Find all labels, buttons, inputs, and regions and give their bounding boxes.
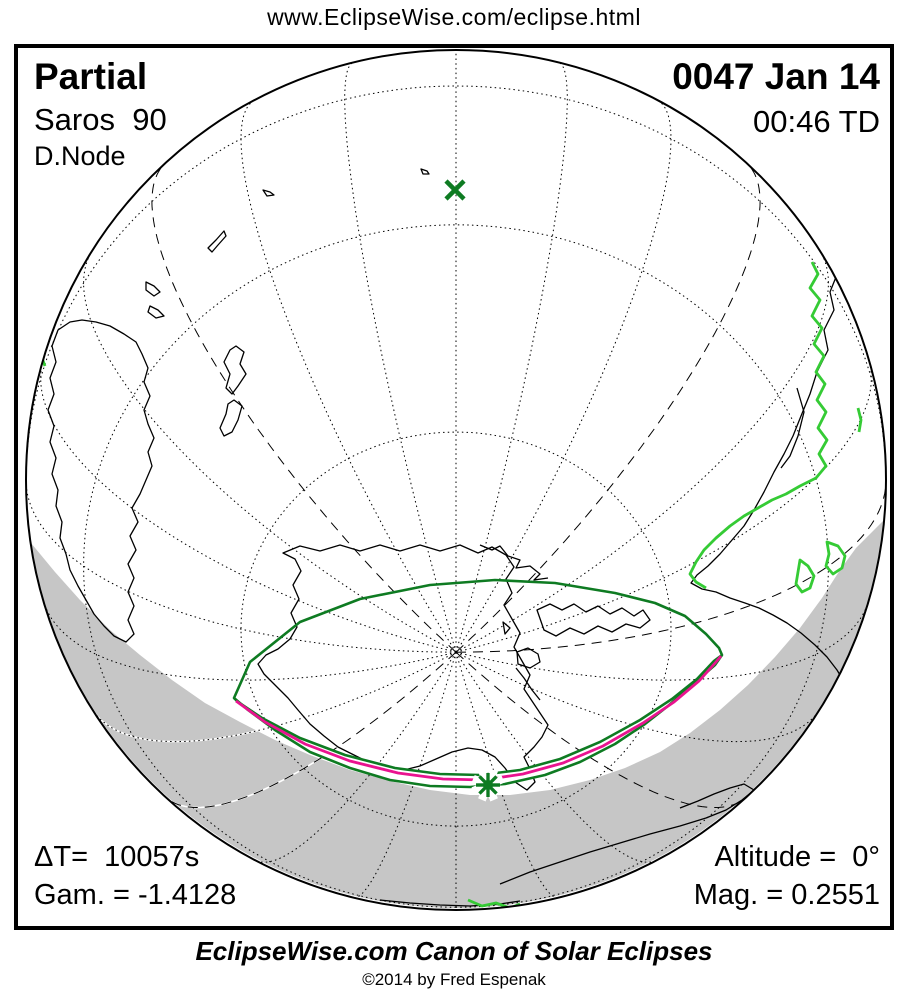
magnitude-label: Mag. = 0.2551	[693, 878, 880, 911]
eclipse-time-label: 00:46 TD	[753, 104, 880, 139]
eclipse-date-label: 0047 Jan 14	[672, 56, 880, 97]
delta-t-label: ΔT= 10057s	[34, 840, 200, 873]
saros-label: Saros 90	[34, 102, 167, 137]
source-url-text: www.EclipseWise.com/eclipse.html	[267, 4, 641, 30]
eclipse-globe-map	[25, 49, 887, 911]
eclipse-type-label: Partial	[34, 56, 148, 97]
eclipse-map-figure: Partial Saros 90 D.Node 0047 Jan 14 00:4…	[14, 44, 894, 930]
canon-title: EclipseWise.com Canon of Solar Eclipses	[195, 936, 713, 966]
altitude-label: Altitude = 0°	[714, 840, 880, 873]
gamma-label: Gam. = -1.4128	[34, 878, 237, 911]
copyright-text: ©2014 by Fred Espenak	[362, 970, 546, 989]
node-label: D.Node	[34, 141, 126, 171]
